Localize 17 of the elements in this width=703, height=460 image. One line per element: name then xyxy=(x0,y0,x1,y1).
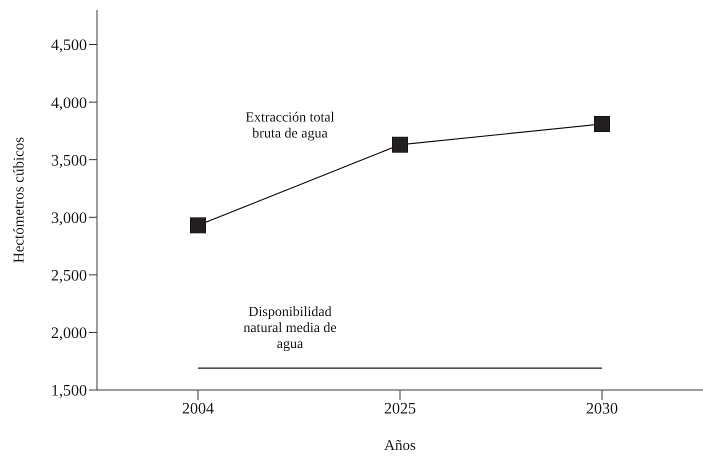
y-tick-label: 3,500 xyxy=(51,152,87,170)
y-tick-label: 4,500 xyxy=(51,37,87,54)
y-tick-label: 1,500 xyxy=(51,382,87,400)
series-label: Extracción total bruta de agua xyxy=(245,110,335,142)
x-axis-title: Años xyxy=(384,438,416,454)
x-tick-label: 2025 xyxy=(384,400,416,418)
y-axis-title: Hectómetros cúbicos xyxy=(11,136,28,264)
y-tick-label: 3,000 xyxy=(51,210,87,227)
point xyxy=(392,136,408,153)
point xyxy=(190,217,206,234)
y-tick-label: 4,000 xyxy=(51,94,87,112)
point xyxy=(594,116,610,132)
x-tick-label: 2030 xyxy=(586,400,618,418)
y-tick-label: 2,000 xyxy=(51,325,87,342)
y-tick-label: 2,500 xyxy=(51,268,87,285)
series-label: Disponibilidad natural media de agua xyxy=(243,305,337,352)
x-tick-label: 2004 xyxy=(182,400,214,418)
